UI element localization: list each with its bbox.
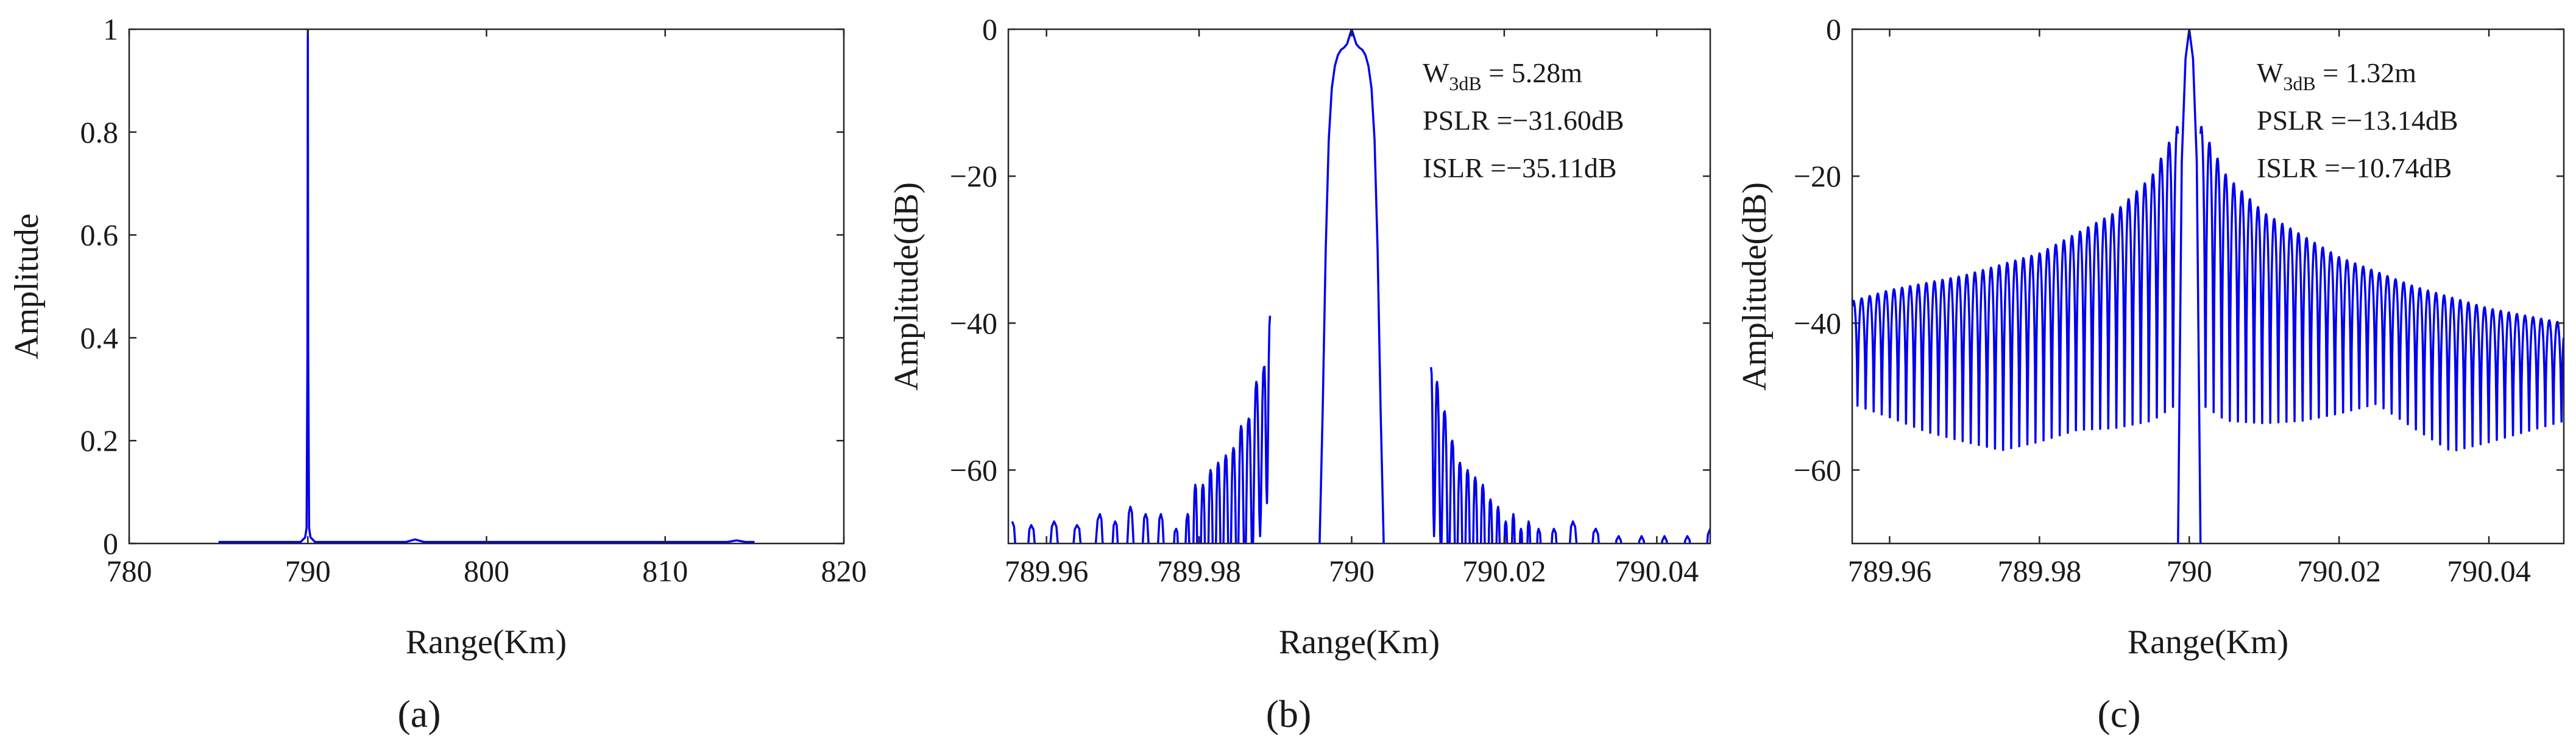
- panel-c-w3db-main: W: [2257, 57, 2284, 88]
- panel-b-x-tick-label: 790.04: [1615, 554, 1699, 588]
- panel-b-chart: 789.96 789.98 790 790.02 790.04 −60 −40 −20 0 W3…: [888, 12, 1711, 735]
- panel-a-x-tick-label: 820: [821, 554, 867, 588]
- panel-a-x-tick-label: 800: [464, 554, 509, 588]
- panel-c-label: (c): [2097, 692, 2140, 735]
- panel-c-plot-frame: [1851, 28, 2565, 545]
- panel-b-mainlobe-line: [1318, 29, 1385, 543]
- panel-c-chart: 789.96 789.98 790 790.02 790.04 −60 −40 −20 0 W3…: [1736, 12, 2565, 735]
- panel-a-x-tick-label: 780: [107, 554, 152, 588]
- panel-c-y-tick-label: 0: [1826, 12, 1841, 46]
- panel-b-y-axis-label: Amplitude(dB): [888, 182, 925, 391]
- panel-b-y-tick-label: −20: [950, 159, 997, 193]
- panel-c-x-tick-label: 789.96: [1848, 554, 1932, 588]
- panel-b-x-tick-label: 790.02: [1462, 554, 1546, 588]
- panel-b-pslr-annotation: PSLR =−31.60dB: [1423, 105, 1624, 136]
- panel-a-label: (a): [397, 692, 441, 735]
- panel-a-y-tick-label: 0.4: [80, 320, 119, 355]
- panel-b-left-sidelobes-line: [1011, 316, 1272, 543]
- panel-c-y-tick-label: −40: [1794, 306, 1841, 340]
- panel-c-w3db-sub: 3dB: [2283, 73, 2315, 94]
- panel-c-y-tick-label: −20: [1794, 159, 1841, 193]
- panel-a-x-tick-label: 810: [642, 554, 688, 588]
- panel-a-x-tick-label: 790: [285, 554, 331, 588]
- panel-c-x-tick-label: 790.04: [2447, 554, 2531, 588]
- panel-c-y-axis-label: Amplitude(dB): [1736, 182, 1774, 391]
- panel-c-x-tick-label: 790: [2167, 554, 2212, 588]
- panel-a-x-axis-label: Range(Km): [406, 623, 567, 661]
- panel-b-y-tick-label: −60: [950, 453, 997, 487]
- panel-a-amplitude-line: [218, 29, 755, 543]
- panel-a-y-axis-label: Amplitude: [8, 213, 46, 359]
- panel-c-y-tick-label: −60: [1794, 453, 1841, 487]
- panel-c-x-axis-label: Range(Km): [2128, 623, 2288, 661]
- panel-b-y-tick-label: −40: [950, 306, 997, 340]
- panel-c-w3db-value: = 1.32m: [2316, 57, 2416, 88]
- panel-c-right-sidelobes-line: [2199, 126, 2564, 451]
- panel-a-plot-frame: [128, 28, 845, 545]
- panel-b-plot-frame: [1007, 28, 1711, 545]
- panel-b-right-sidelobes-line: [1429, 367, 1710, 543]
- panel-b-label: (b): [1266, 692, 1312, 735]
- panel-c-islr-annotation: ISLR =−10.74dB: [2257, 152, 2452, 183]
- panel-b-islr-annotation: ISLR =−35.11dB: [1423, 152, 1617, 183]
- panel-b-w3db-value: = 5.28m: [1482, 57, 1582, 88]
- panel-b-x-axis-label: Range(Km): [1279, 623, 1440, 661]
- panel-c-pslr-annotation: PSLR =−13.14dB: [2257, 105, 2458, 136]
- panel-a-y-tick-label: 0.6: [80, 218, 119, 252]
- panel-c-x-tick-label: 789.98: [1998, 554, 2082, 588]
- panel-b-w3db-sub: 3dB: [1449, 73, 1481, 94]
- panel-b-x-tick-label: 790: [1329, 554, 1375, 588]
- panel-b-w3db-main: W: [1423, 57, 1449, 88]
- panel-a-y-tick-label: 0.2: [80, 423, 119, 458]
- panel-b-y-tick-label: 0: [982, 12, 997, 46]
- panel-b-w3db-annotation: W3dB = 5.28m: [1423, 57, 1582, 94]
- panel-c-w3db-annotation: W3dB = 1.32m: [2257, 57, 2416, 94]
- panel-b-x-tick-label: 789.96: [1005, 554, 1089, 588]
- panel-b-x-tick-label: 789.98: [1157, 554, 1241, 588]
- panel-c-x-tick-label: 790.02: [2297, 554, 2381, 588]
- panel-c-left-sidelobes-line: [1852, 126, 2179, 451]
- panel-a-y-tick-label: 0.8: [80, 115, 119, 149]
- panel-a-y-tick-label: 0: [103, 526, 118, 561]
- panel-a-y-tick-label: 1: [103, 12, 118, 46]
- panel-c-mainlobe-line: [2177, 29, 2202, 543]
